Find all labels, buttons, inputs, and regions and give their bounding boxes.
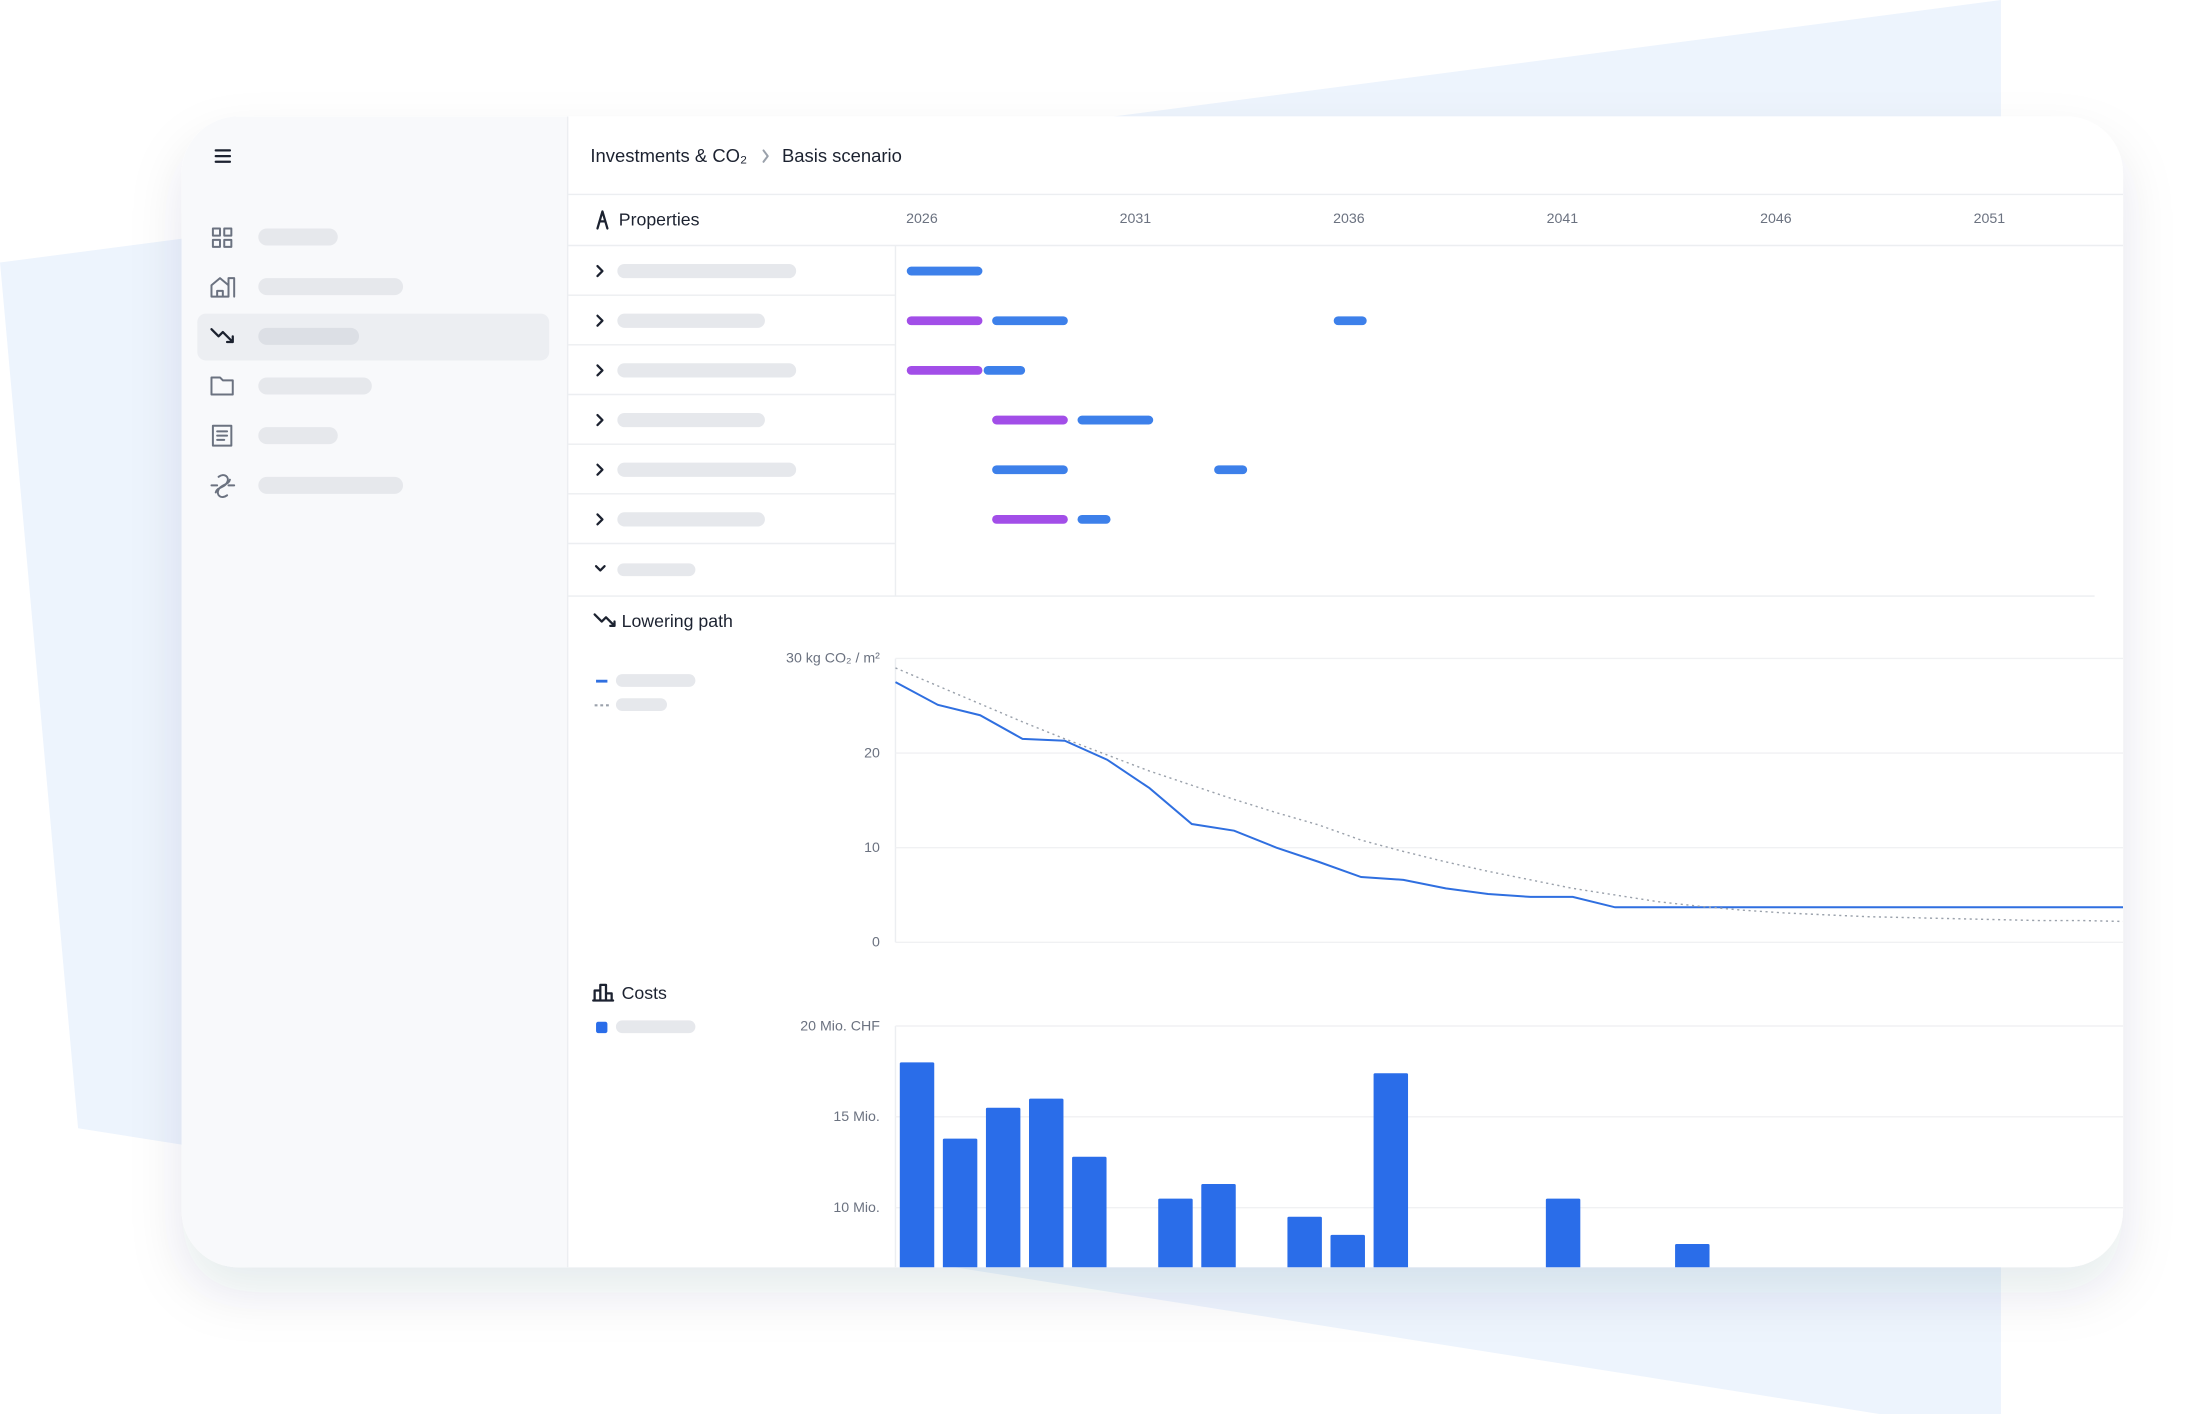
legend-swatch (596, 1021, 608, 1034)
timeline-bar (990, 315, 1069, 327)
section-title: Costs (622, 983, 667, 1003)
timeline-bar (1076, 414, 1155, 426)
bar (1072, 1156, 1107, 1268)
bar (1373, 1073, 1409, 1268)
costs-icon (592, 983, 615, 1002)
y-tick-label: 20 (864, 745, 880, 761)
y-tick-label: 30 kg CO₂ / m² (786, 651, 880, 667)
row-placeholder (617, 563, 696, 577)
bar (1287, 1216, 1322, 1268)
expand-chevron[interactable] (596, 513, 604, 526)
nav-item[interactable] (210, 327, 360, 345)
x-tick-label: 2046 (1760, 211, 1792, 227)
bar (1029, 1098, 1064, 1268)
card-content: Investments & CO₂ Basis scenario Propert… (181, 116, 2124, 1268)
expand-chevron[interactable] (596, 314, 604, 327)
bar (1201, 1184, 1236, 1268)
expand-chevron[interactable] (596, 264, 604, 278)
x-tick-label: 2026 (906, 211, 938, 227)
bar (899, 1062, 935, 1268)
breadcrumb-item[interactable]: Investments & CO₂ (590, 145, 747, 166)
row-placeholder (617, 363, 797, 378)
legend-placeholder (615, 698, 668, 711)
x-tick-label: 2051 (1974, 211, 2006, 227)
bar (1158, 1198, 1193, 1268)
y-tick-label: 10 (864, 840, 880, 856)
y-tick-label: 0 (872, 935, 880, 951)
timeline-bar (982, 364, 1027, 376)
timeline-bar (1332, 315, 1368, 327)
nav-active-bg (197, 313, 550, 361)
properties-icon (596, 210, 609, 230)
menu-button[interactable] (214, 149, 232, 163)
section-title: Properties (619, 210, 700, 230)
y-tick-label: 10 Mio. (833, 1200, 880, 1216)
nav-item[interactable] (210, 376, 372, 396)
timeline-bar (905, 265, 984, 277)
timeline-bar (990, 513, 1069, 525)
breadcrumb-item: Basis scenario (782, 145, 902, 166)
row-placeholder (617, 313, 765, 328)
table-rows (567, 263, 896, 577)
nav-item[interactable] (211, 424, 338, 447)
section-title: Lowering path (622, 611, 733, 631)
bar (985, 1107, 1021, 1268)
timeline-bar (990, 464, 1069, 476)
row-placeholder (617, 512, 765, 527)
nav-item[interactable] (211, 227, 338, 248)
row-placeholder (617, 462, 797, 477)
expand-chevron[interactable] (596, 463, 604, 476)
nav-item[interactable] (210, 474, 404, 498)
legend-placeholder (615, 674, 696, 687)
expand-chevron (594, 565, 606, 572)
y-tick-label: 20 Mio. CHF (800, 1018, 880, 1034)
timeline-bar (905, 315, 984, 327)
row-placeholder (617, 412, 765, 428)
timeline-bar (1213, 464, 1249, 476)
x-tick-label: 2031 (1120, 211, 1152, 227)
sidebar (181, 116, 568, 1268)
bar (1545, 1198, 1581, 1268)
x-tick-label: 2036 (1333, 211, 1365, 227)
bar (942, 1138, 978, 1268)
nav-item[interactable] (210, 277, 404, 298)
y-tick-label: 15 Mio. (833, 1109, 880, 1125)
timeline-bar (1076, 513, 1112, 525)
legend-placeholder (615, 1020, 696, 1034)
reference-line (895, 667, 2124, 923)
timeline-bar (990, 414, 1069, 426)
data-line (895, 681, 2124, 909)
row-placeholder (617, 263, 797, 279)
breadcrumb-separator (762, 149, 769, 163)
lowering-icon (593, 613, 616, 627)
timeline-bar (905, 364, 984, 376)
expand-chevron[interactable] (596, 364, 604, 377)
card (181, 116, 2124, 1268)
x-tick-label: 2041 (1547, 211, 1579, 227)
expand-chevron[interactable] (596, 413, 604, 427)
